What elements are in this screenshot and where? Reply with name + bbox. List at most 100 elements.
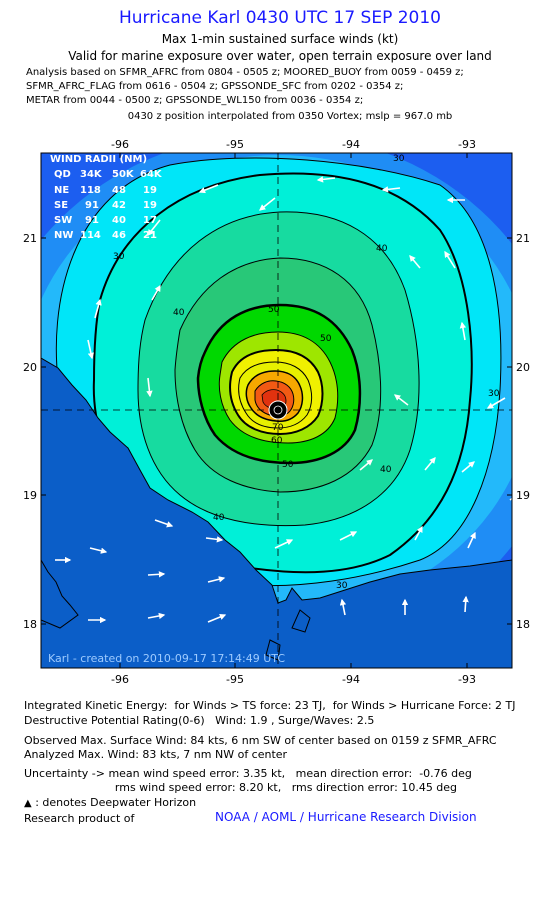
- label-50kt-e: 50: [320, 334, 332, 344]
- svg-text:SE: SE: [54, 200, 68, 211]
- lat-label: 18: [516, 618, 530, 631]
- label-50kt-s: 50: [282, 460, 294, 470]
- svg-text:NE: NE: [54, 185, 69, 196]
- wind-radii-table: WIND RADII (NM) QD 34K 50K 64K NE 118 48…: [50, 154, 163, 241]
- wind-vector: [462, 595, 469, 613]
- wind-vector: [459, 321, 467, 341]
- lat-tick-labels-right: 21 20 19 18: [516, 232, 530, 631]
- label-30kt-nw: 30: [113, 252, 125, 262]
- lon-label: -95: [226, 138, 244, 151]
- lon-label: -93: [458, 673, 476, 686]
- label-40kt-ne: 40: [376, 244, 388, 254]
- svg-text:19: 19: [143, 185, 157, 196]
- subtitle-wind-type: Max 1-min sustained surface winds (kt): [161, 32, 399, 46]
- svg-text:91: 91: [85, 200, 99, 211]
- label-70kt: 70: [272, 423, 284, 433]
- deepwater-horizon-icon: ▲: [24, 798, 32, 809]
- position-note: 0430 z position interpolated from 0350 V…: [127, 111, 453, 122]
- wind-vector: [205, 536, 224, 543]
- analysis-line-1: Analysis based on SFMR_AFRC from 0804 - …: [26, 67, 464, 78]
- wind-vector: [486, 397, 506, 409]
- ike-line: Integrated Kinetic Energy: for Winds > T…: [24, 699, 516, 712]
- svg-text:64K: 64K: [140, 169, 163, 180]
- lat-label: 20: [516, 361, 530, 374]
- wind-vector: [151, 284, 161, 301]
- wind-radii-title: WIND RADII (NM): [50, 154, 147, 165]
- deepwater-legend: ▲ : denotes Deepwater Horizon: [24, 796, 196, 809]
- svg-text:42: 42: [112, 200, 126, 211]
- label-50kt-n: 50: [268, 305, 280, 315]
- wind-radii-row-ne: NE 118 48 19: [54, 185, 157, 196]
- svg-text:SW: SW: [54, 215, 72, 226]
- coast-west-inlet: [41, 559, 79, 629]
- wind-vector: [94, 298, 102, 319]
- wind-vector: [461, 461, 475, 473]
- lat-label: 19: [23, 489, 37, 502]
- subtitle-exposure: Valid for marine exposure over water, op…: [68, 49, 492, 63]
- contour-labels: 30 30 30 30 40 40 40 40 50 50 50 60 70: [113, 154, 500, 591]
- svg-text:17: 17: [143, 215, 157, 226]
- label-30kt-ne: 30: [393, 154, 405, 164]
- label-40kt-nw: 40: [173, 308, 185, 318]
- lon-tick-labels-bottom: -96 -95 -94 -93: [111, 673, 476, 686]
- coastline: [41, 357, 512, 668]
- wind-vector: [154, 519, 174, 528]
- lon-label: -96: [111, 673, 129, 686]
- lon-label: -94: [342, 673, 360, 686]
- deepwater-legend-text: : denotes Deepwater Horizon: [31, 796, 197, 809]
- wind-vector: [381, 186, 401, 193]
- lon-label: -95: [226, 673, 244, 686]
- uncertainty-line-2: rms wind speed error: 8.20 kt, rms direc…: [24, 781, 458, 794]
- wind-vector: [467, 531, 476, 549]
- label-60kt: 60: [271, 436, 283, 446]
- lon-label: -96: [111, 138, 129, 151]
- svg-text:48: 48: [112, 185, 126, 196]
- wind-vector: [444, 250, 456, 269]
- lon-label: -93: [458, 138, 476, 151]
- wind-radii-row-nw: NW 114 46 21: [54, 230, 157, 241]
- svg-text:40: 40: [112, 215, 126, 226]
- wind-vector: [259, 197, 276, 211]
- noaa-aoml-hrd-link[interactable]: NOAA / AOML / Hurricane Research Divisio…: [215, 810, 477, 824]
- svg-text:34K: 34K: [80, 169, 103, 180]
- wind-vector: [359, 459, 373, 471]
- land-inlet: [291, 609, 311, 633]
- wind-vector: [198, 184, 219, 194]
- lat-label: 21: [23, 232, 37, 245]
- wind-vector: [339, 531, 358, 541]
- lat-tick-labels-left: 21 20 19 18: [23, 232, 37, 631]
- wind-vector: [414, 525, 423, 541]
- label-30kt-e: 30: [488, 389, 500, 399]
- wind-vector: [274, 539, 294, 549]
- svg-text:QD: QD: [54, 169, 71, 180]
- watermark: Karl - created on 2010-09-17 17:14:49 UT…: [48, 652, 285, 665]
- wind-vector: [393, 394, 409, 406]
- lat-label: 20: [23, 361, 37, 374]
- analysis-line-2: SFMR_AFRC_FLAG from 0616 - 0504 z; GPSSO…: [26, 81, 404, 92]
- wind-radii-header: QD 34K 50K 64K: [54, 169, 163, 180]
- analysis-line-3: METAR from 0044 - 0500 z; GPSSONDE_WL150…: [26, 95, 364, 106]
- wind-vectors: [55, 176, 512, 624]
- wind-radii-row-se: SE 91 42 19: [54, 200, 157, 211]
- wind-vector: [147, 571, 166, 578]
- lon-label: -94: [342, 138, 360, 151]
- svg-text:19: 19: [143, 200, 157, 211]
- label-40kt-e: 40: [380, 465, 392, 475]
- lat-label: 19: [516, 489, 530, 502]
- svg-text:91: 91: [85, 215, 99, 226]
- axis-ticks: [41, 153, 512, 668]
- svg-text:50K: 50K: [112, 169, 135, 180]
- wind-radii-row-sw: SW 91 40 17: [54, 215, 157, 226]
- observed-max-wind: Observed Max. Surface Wind: 84 kts, 6 nm…: [24, 734, 497, 747]
- wind-vector: [147, 612, 166, 620]
- wind-vector: [316, 176, 336, 183]
- lat-label: 21: [516, 232, 530, 245]
- wind-vector: [87, 339, 95, 360]
- plot-frame: [40, 152, 513, 669]
- svg-text:21: 21: [143, 230, 157, 241]
- research-product-label: Research product of: [24, 812, 135, 825]
- wind-vector: [424, 457, 436, 471]
- label-30kt-s: 30: [336, 581, 348, 591]
- svg-text:46: 46: [112, 230, 126, 241]
- uncertainty-line-1: Uncertainty -> mean wind speed error: 3.…: [24, 767, 472, 780]
